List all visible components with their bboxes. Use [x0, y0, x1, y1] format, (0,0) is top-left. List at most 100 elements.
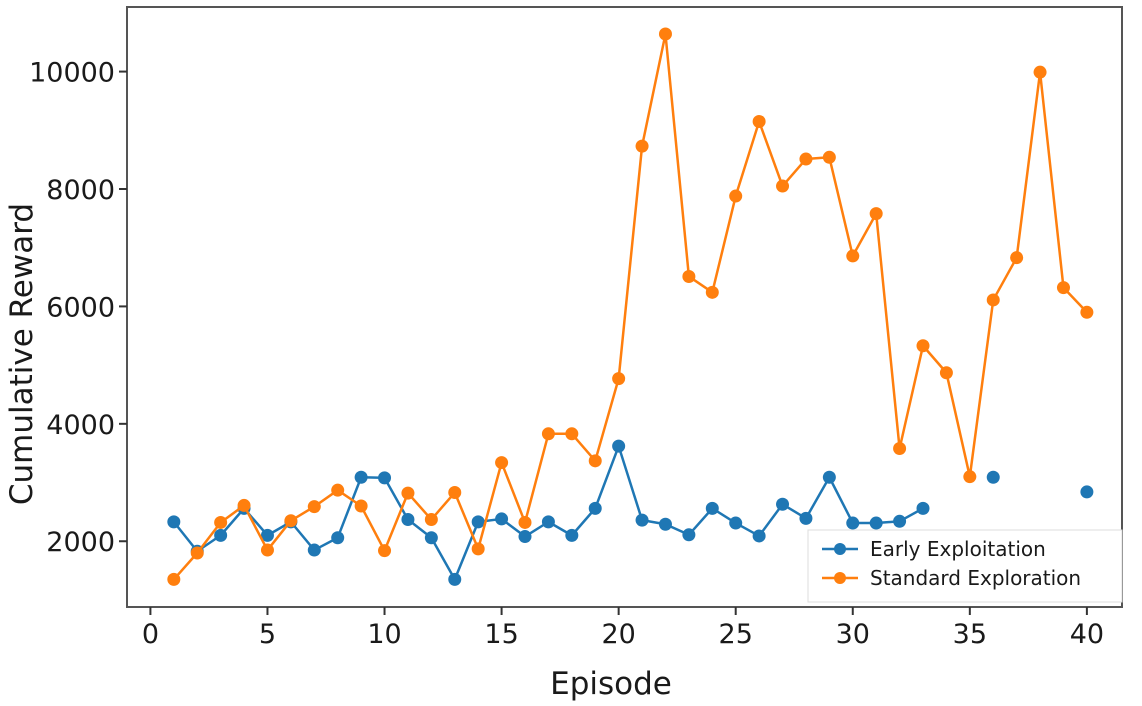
data-point-standard-exploration	[869, 207, 883, 221]
x-tick-label: 5	[259, 619, 276, 650]
data-point-early-exploitation	[354, 470, 368, 484]
x-tick-label: 10	[367, 619, 401, 650]
data-point-standard-exploration	[401, 486, 415, 500]
data-point-standard-exploration	[518, 515, 532, 529]
data-point-standard-exploration	[237, 498, 251, 512]
data-point-early-exploitation	[307, 543, 321, 557]
data-point-early-exploitation	[214, 528, 228, 542]
legend-marker-early-exploitation	[834, 543, 846, 555]
data-point-early-exploitation	[893, 514, 907, 528]
data-point-standard-exploration	[260, 543, 274, 557]
data-point-standard-exploration	[776, 179, 790, 193]
data-point-early-exploitation	[495, 512, 509, 526]
series-line-standard-exploration	[172, 32, 1088, 581]
plot-frame	[126, 6, 1123, 608]
data-point-early-exploitation	[448, 572, 462, 586]
y-tick-label: 4000	[46, 410, 115, 441]
legend: Early Exploitation Standard Exploration	[807, 529, 1123, 603]
y-axis-title: Cumulative Reward	[4, 203, 40, 505]
x-axis-ticks: 0 5 10 15 20 25 30 35 40	[142, 607, 1104, 650]
x-tick-label: 25	[719, 619, 753, 650]
data-point-standard-exploration	[1033, 65, 1047, 79]
y-tick-label: 10000	[29, 58, 115, 89]
data-point-standard-exploration	[752, 114, 766, 128]
data-point-early-exploitation	[682, 528, 696, 542]
y-tick-label: 6000	[46, 292, 115, 323]
data-point-early-exploitation	[846, 516, 860, 530]
data-point-standard-exploration	[916, 339, 930, 353]
data-point-early-exploitation	[916, 501, 930, 515]
data-point-early-exploitation	[658, 517, 672, 531]
x-tick-label: 40	[1070, 619, 1104, 650]
data-point-standard-exploration	[846, 249, 860, 263]
data-point-standard-exploration	[682, 269, 696, 283]
data-point-standard-exploration	[635, 139, 649, 153]
y-axis-ticks: 2000 4000 6000 8000 10000	[29, 58, 127, 558]
data-point-standard-exploration	[705, 285, 719, 299]
data-point-standard-exploration	[939, 366, 953, 380]
legend-label-standard-exploration: Standard Exploration	[870, 566, 1081, 590]
data-point-early-exploitation	[705, 501, 719, 515]
data-point-early-exploitation	[518, 530, 532, 544]
data-point-standard-exploration	[963, 470, 977, 484]
data-point-early-exploitation	[471, 515, 485, 529]
legend-marker-standard-exploration	[834, 572, 846, 584]
data-point-standard-exploration	[190, 546, 204, 560]
y-tick-label: 8000	[46, 175, 115, 206]
data-point-standard-exploration	[448, 486, 462, 500]
data-point-standard-exploration	[588, 454, 602, 468]
data-point-standard-exploration	[893, 441, 907, 455]
data-point-standard-exploration	[658, 27, 672, 41]
data-point-early-exploitation	[752, 529, 766, 543]
data-point-early-exploitation	[260, 528, 274, 542]
y-tick-label: 2000	[46, 527, 115, 558]
data-point-early-exploitation	[541, 515, 555, 529]
data-point-standard-exploration	[378, 544, 392, 558]
data-point-standard-exploration	[354, 499, 368, 513]
x-axis-title: Episode	[550, 666, 672, 702]
x-tick-label: 30	[836, 619, 870, 650]
data-point-standard-exploration	[822, 150, 836, 164]
data-point-early-exploitation	[612, 439, 626, 453]
data-point-standard-exploration	[1056, 281, 1070, 295]
data-point-standard-exploration	[495, 456, 509, 470]
data-point-early-exploitation	[331, 531, 345, 545]
data-point-early-exploitation	[986, 470, 1000, 484]
data-point-early-exploitation	[822, 470, 836, 484]
x-tick-label: 20	[601, 619, 635, 650]
data-point-early-exploitation	[565, 528, 579, 542]
data-point-standard-exploration	[565, 427, 579, 441]
data-point-standard-exploration	[284, 514, 298, 528]
data-point-standard-exploration	[331, 483, 345, 497]
data-point-standard-exploration	[1010, 251, 1024, 265]
data-point-standard-exploration	[612, 372, 626, 386]
data-point-standard-exploration	[729, 189, 743, 203]
data-point-early-exploitation	[869, 516, 883, 530]
data-point-standard-exploration	[214, 515, 228, 529]
data-point-standard-exploration	[986, 293, 1000, 307]
data-point-standard-exploration	[167, 572, 181, 586]
data-point-early-exploitation	[401, 513, 415, 527]
legend-label-early-exploitation: Early Exploitation	[870, 537, 1046, 561]
data-point-early-exploitation	[729, 516, 743, 530]
x-tick-label: 35	[953, 619, 987, 650]
legend-box	[807, 529, 1123, 603]
data-point-standard-exploration	[424, 513, 438, 527]
x-tick-label: 15	[484, 619, 518, 650]
data-point-early-exploitation	[776, 497, 790, 511]
series-layer	[167, 27, 1094, 586]
data-point-early-exploitation	[799, 511, 813, 525]
data-point-early-exploitation	[378, 471, 392, 485]
data-point-standard-exploration	[1080, 305, 1094, 319]
data-point-standard-exploration	[541, 427, 555, 441]
data-point-early-exploitation	[424, 531, 438, 545]
data-point-early-exploitation	[635, 513, 649, 527]
data-point-early-exploitation	[167, 515, 181, 529]
data-point-early-exploitation	[588, 501, 602, 515]
data-point-standard-exploration	[307, 500, 321, 514]
data-point-standard-exploration	[799, 152, 813, 166]
data-point-early-exploitation	[1080, 485, 1094, 499]
x-tick-label: 0	[142, 619, 159, 650]
data-point-standard-exploration	[471, 542, 485, 556]
